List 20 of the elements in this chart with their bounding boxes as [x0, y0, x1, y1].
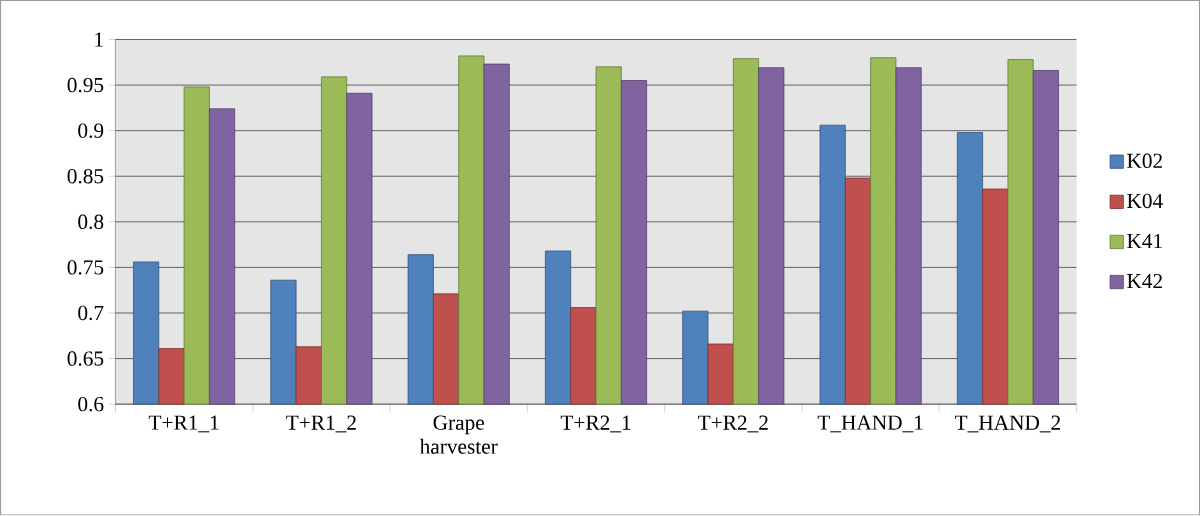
- legend-label: K02: [1127, 153, 1162, 169]
- y-tick-label: 0.7: [78, 305, 104, 321]
- legend-label: K04: [1127, 193, 1163, 209]
- x-tick-label: T_HAND_2: [955, 415, 1061, 433]
- x-tick-label: T+R2_1: [560, 415, 631, 433]
- y-tick-label: 0.95: [67, 78, 104, 93]
- x-tick-label: Grape harvester: [419, 415, 498, 455]
- legend-label: K41: [1127, 234, 1162, 249]
- legend-label: K42: [1127, 274, 1162, 289]
- y-tick-label: 0.9: [78, 123, 104, 139]
- x-tick-label: T+R1_2: [286, 415, 356, 433]
- x-tick-label: T+R1_1: [148, 415, 219, 433]
- y-tick-label: 0.75: [67, 260, 104, 275]
- y-tick-label: 0.6: [78, 397, 104, 412]
- x-tick-label: T_HAND_1: [817, 415, 923, 433]
- y-tick-label: 0.85: [67, 169, 104, 184]
- y-tick-label: 0.65: [67, 351, 104, 367]
- y-tick-label: 1: [95, 32, 103, 47]
- y-tick-label: 0.8: [78, 214, 104, 230]
- x-tick-label: T+R2_2: [698, 415, 768, 433]
